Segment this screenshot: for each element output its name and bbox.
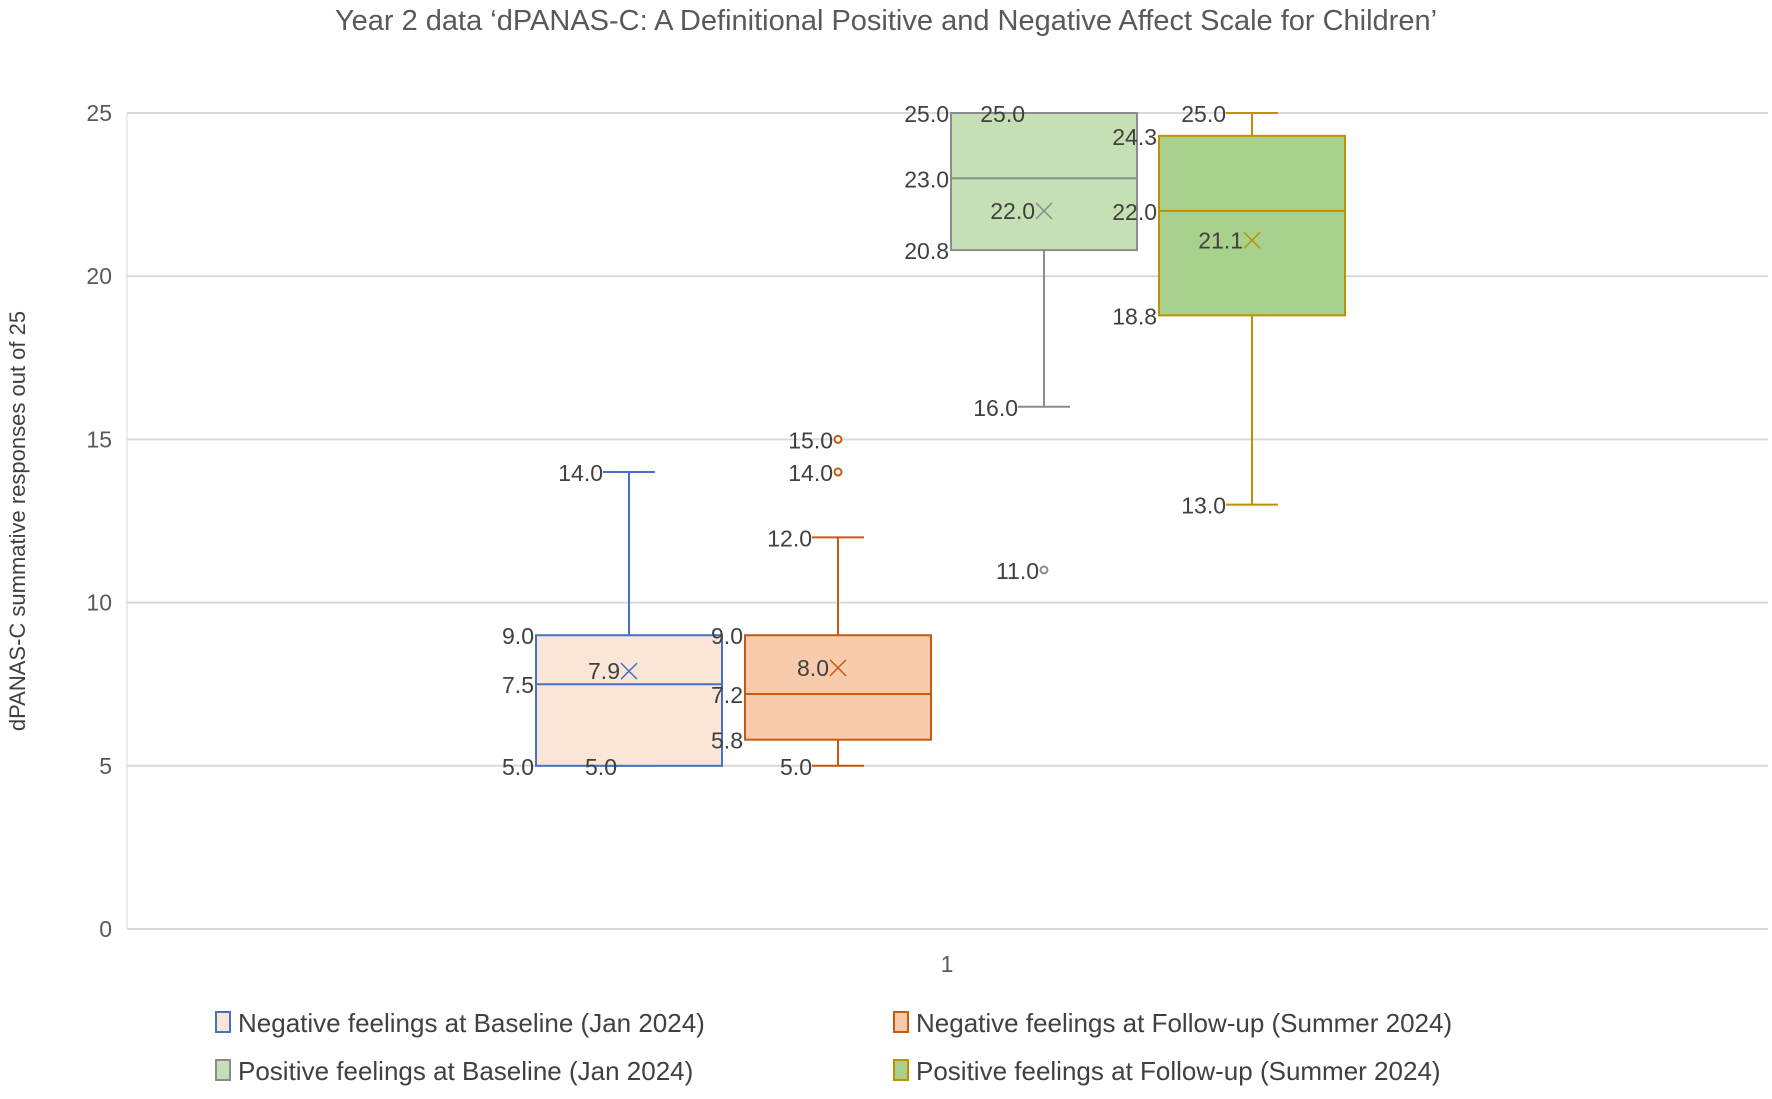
legend-label: Positive feelings at Baseline (Jan 2024) [238, 1056, 693, 1086]
median-label: 23.0 [904, 166, 949, 192]
mean-label: 8.0 [797, 655, 829, 681]
q3-label: 9.0 [502, 623, 534, 649]
legend-label: Positive feelings at Follow-up (Summer 2… [916, 1056, 1441, 1086]
box-series-1: 7.9 9.0 7.5 5.0 14.0 5.0 [502, 460, 723, 780]
iqr-box [950, 112, 1138, 252]
mean-label: 7.9 [588, 658, 620, 684]
legend-swatch [215, 1059, 231, 1081]
min-label: 5.0 [780, 754, 812, 780]
max-label: 25.0 [980, 101, 1025, 127]
q1-label: 20.8 [904, 238, 949, 264]
median-label: 7.2 [711, 682, 743, 708]
y-axis-label: dPANAS-C summative responses out of 25 [5, 311, 30, 731]
q1-label: 5.8 [711, 728, 743, 754]
mean-marker [620, 662, 638, 680]
legend-swatch [893, 1011, 909, 1033]
median-label: 7.5 [502, 672, 534, 698]
y-tick-label: 25 [86, 100, 112, 126]
outlier-point [833, 467, 843, 477]
outlier-label: 15.0 [788, 427, 833, 453]
q3-label: 24.3 [1112, 124, 1157, 150]
y-tick-labels: 0 5 10 15 20 25 [86, 100, 112, 942]
min-label: 5.0 [585, 754, 617, 780]
mean-label: 22.0 [990, 198, 1035, 224]
outlier-point [833, 434, 843, 444]
min-label: 13.0 [1181, 493, 1226, 519]
median-label: 22.0 [1112, 199, 1157, 225]
x-tick-label: 1 [941, 951, 954, 977]
boxes: 7.9 9.0 7.5 5.0 14.0 5.0 8.0 14.0 15.0 9.0 7.2 5.8 1… [502, 101, 1346, 780]
mean-label: 21.1 [1198, 227, 1243, 253]
box-series-3: 22.0 11.0 25.0 23.0 20.8 25.0 16.0 [904, 101, 1138, 584]
min-label: 16.0 [973, 395, 1018, 421]
chart-title: Year 2 data ‘dPANAS-C: A Definitional Po… [335, 5, 1437, 37]
y-tick-label: 20 [86, 263, 112, 289]
legend-item: Positive feelings at Follow-up (Summer 2… [893, 1056, 1441, 1086]
legend-swatch [215, 1011, 231, 1033]
legend-item: Positive feelings at Baseline (Jan 2024) [215, 1056, 693, 1086]
gridlines [126, 112, 1768, 930]
q3-label: 9.0 [711, 623, 743, 649]
q3-label: 25.0 [904, 101, 949, 127]
mean-marker [1035, 202, 1053, 220]
y-tick-label: 5 [99, 753, 112, 779]
legend: Negative feelings at Baseline (Jan 2024)… [215, 1008, 1452, 1086]
legend-label: Negative feelings at Baseline (Jan 2024) [238, 1008, 705, 1038]
legend-item: Negative feelings at Follow-up (Summer 2… [893, 1008, 1452, 1038]
iqr-box [744, 634, 932, 741]
outlier-point [1039, 565, 1049, 575]
q1-label: 5.0 [502, 754, 534, 780]
y-tick-label: 10 [86, 590, 112, 616]
legend-item: Negative feelings at Baseline (Jan 2024) [215, 1008, 705, 1038]
iqr-box [1158, 134, 1346, 317]
mean-marker [829, 659, 847, 677]
outlier-label: 11.0 [996, 558, 1039, 584]
mean-marker [1243, 231, 1261, 249]
iqr-box [535, 634, 723, 767]
max-label: 14.0 [558, 460, 603, 486]
y-tick-label: 0 [99, 916, 112, 942]
outlier-label: 14.0 [788, 460, 833, 486]
box-series-4: 21.1 24.3 22.0 18.8 25.0 13.0 [1112, 101, 1346, 519]
y-tick-label: 15 [86, 426, 112, 452]
max-label: 25.0 [1181, 101, 1226, 127]
q1-label: 18.8 [1112, 303, 1157, 329]
box-series-2: 8.0 14.0 15.0 9.0 7.2 5.8 12.0 5.0 [711, 427, 932, 780]
legend-label: Negative feelings at Follow-up (Summer 2… [916, 1008, 1452, 1038]
legend-swatch [893, 1059, 909, 1081]
max-label: 12.0 [767, 525, 812, 551]
